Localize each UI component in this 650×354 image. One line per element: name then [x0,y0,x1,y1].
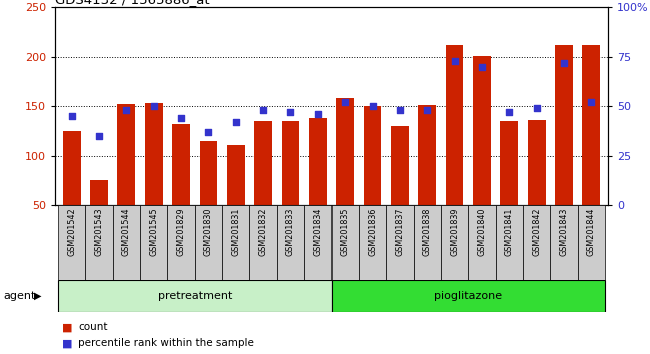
Point [340,99,350,105]
Text: GSM201836: GSM201836 [368,207,377,256]
Bar [582,45,600,205]
Bar [112,205,140,280]
Bar [500,121,518,205]
Text: GSM201842: GSM201842 [532,207,541,256]
Bar [363,106,382,205]
Bar [90,179,108,205]
Bar [391,126,409,205]
Bar [413,205,441,280]
Text: GSM201833: GSM201833 [286,207,295,256]
Bar [528,120,545,205]
Point [203,129,214,135]
Text: agent: agent [3,291,36,301]
Text: GSM201834: GSM201834 [313,207,322,256]
Bar [145,103,162,205]
Bar [140,205,168,280]
Point [66,113,77,119]
Text: GSM201831: GSM201831 [231,207,240,256]
Bar [281,121,300,205]
Point [148,103,159,109]
Bar [172,124,190,205]
Point [121,107,131,113]
Point [258,107,268,113]
Text: ▶: ▶ [34,291,42,301]
Point [476,64,487,69]
Text: GSM201839: GSM201839 [450,207,459,256]
Text: GSM201841: GSM201841 [505,207,514,256]
Bar [441,205,468,280]
Bar [332,280,605,312]
Text: percentile rank within the sample: percentile rank within the sample [78,338,254,348]
Text: GSM201844: GSM201844 [587,207,596,256]
Text: GSM201542: GSM201542 [67,207,76,256]
Bar [336,98,354,205]
Point [313,111,323,117]
Text: pretreatment: pretreatment [157,291,232,301]
Bar [222,205,250,280]
Bar [250,205,277,280]
Text: GSM201830: GSM201830 [204,207,213,256]
Point [395,107,405,113]
Bar [118,104,135,205]
Bar [419,105,436,205]
Bar [468,205,495,280]
Bar [58,280,332,312]
Point [285,109,296,115]
Bar [85,205,112,280]
Point [94,133,104,139]
Text: pioglitazone: pioglitazone [434,291,502,301]
Bar [386,205,413,280]
Point [559,60,569,65]
Text: ■: ■ [62,322,72,332]
Point [449,58,460,63]
Bar [332,205,359,280]
Text: ■: ■ [62,338,72,348]
Bar [495,205,523,280]
Text: GSM201545: GSM201545 [150,207,158,256]
Point [231,119,241,125]
Bar [551,205,578,280]
Bar [304,205,332,280]
Bar [195,205,222,280]
Bar [309,118,327,205]
Text: GSM201838: GSM201838 [422,207,432,256]
Bar [168,205,195,280]
Bar [359,205,386,280]
Text: GSM201832: GSM201832 [259,207,268,256]
Bar [555,45,573,205]
Point [176,115,187,121]
Point [504,109,515,115]
Text: GSM201829: GSM201829 [177,207,185,256]
Text: GSM201544: GSM201544 [122,207,131,256]
Point [586,99,597,105]
Text: GSM201843: GSM201843 [560,207,569,256]
Text: GSM201840: GSM201840 [478,207,486,256]
Text: count: count [78,322,107,332]
Bar [63,131,81,205]
Bar [446,45,463,205]
Bar [578,205,605,280]
Text: GSM201543: GSM201543 [94,207,103,256]
Bar [227,145,244,205]
Bar [200,141,217,205]
Bar [473,56,491,205]
Bar [58,205,85,280]
Text: GSM201837: GSM201837 [395,207,404,256]
Bar [254,121,272,205]
Text: GDS4132 / 1565886_at: GDS4132 / 1565886_at [55,0,210,6]
Text: GSM201835: GSM201835 [341,207,350,256]
Point [422,107,432,113]
Bar [277,205,304,280]
Point [367,103,378,109]
Point [532,105,542,111]
Bar [523,205,551,280]
